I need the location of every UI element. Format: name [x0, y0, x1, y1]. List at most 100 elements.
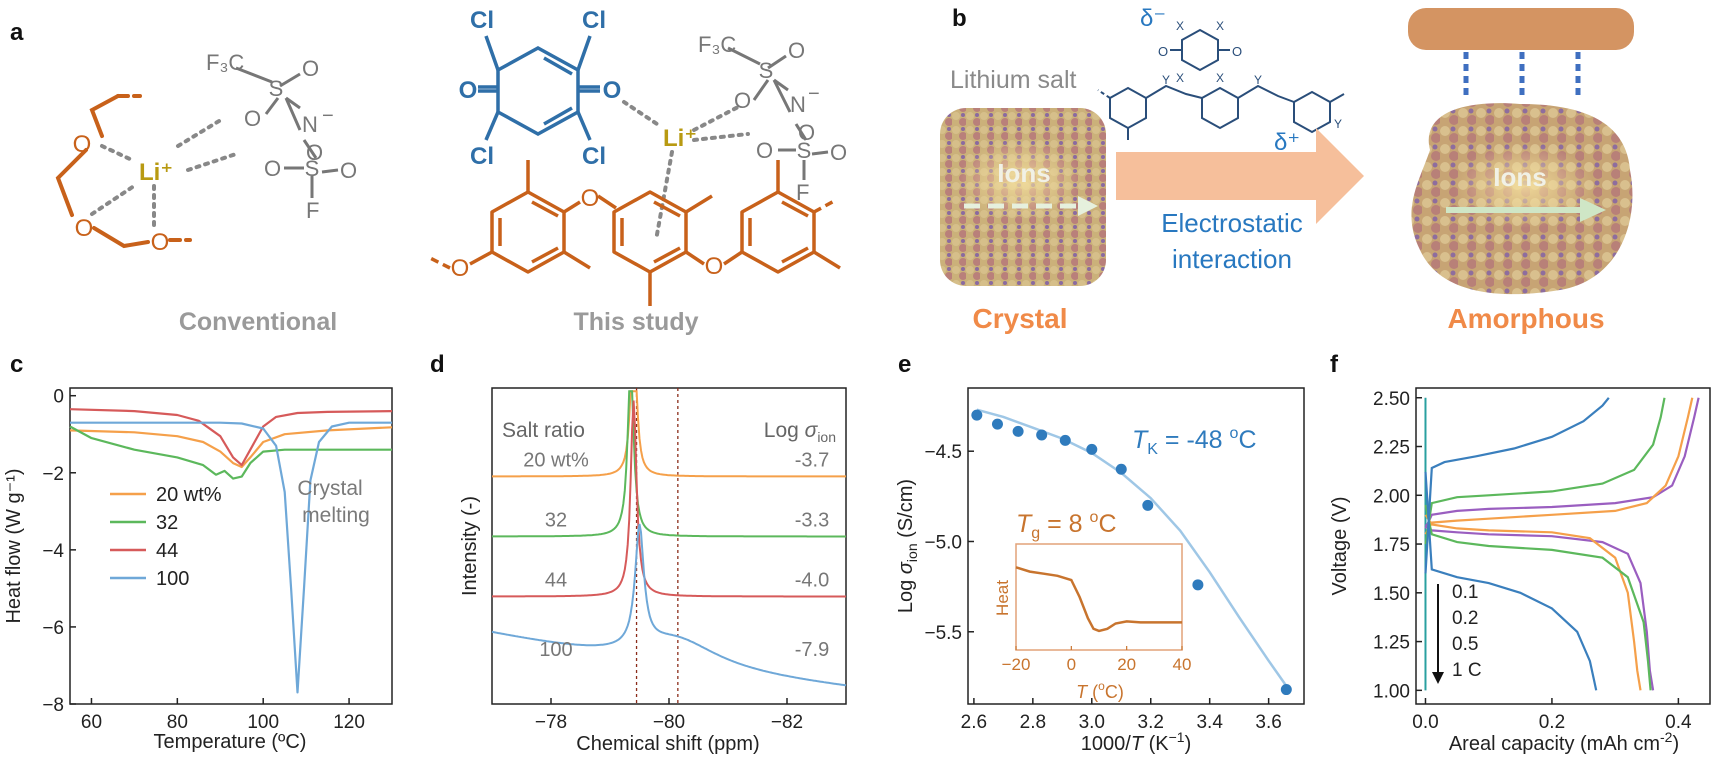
delta-minus: δ⁻ [1140, 5, 1166, 32]
heat-flow-xtick-label: 100 [247, 712, 279, 733]
nmr-series-3 [491, 523, 847, 687]
heat-flow-annotation-line2: melting [302, 504, 370, 527]
heat-flow-ytick-label: −4 [42, 541, 64, 562]
nmr-series-1 [492, 390, 846, 538]
panel-label-f: f [1330, 351, 1339, 378]
conductivity-point [1036, 429, 1048, 441]
conductivity-xtick-label: 3.2 [1138, 712, 1164, 733]
polymer-band [1408, 8, 1634, 50]
heat-flow-ytick-label: 0 [53, 387, 64, 408]
study-atom-o4: O [734, 88, 751, 113]
panel-label-d: d [430, 351, 445, 378]
study-atom-o7: O [830, 140, 847, 165]
conductivity-ytick-label: −5.0 [924, 532, 962, 553]
heat-flow-legend-label: 100 [156, 568, 189, 590]
panel-b-schematic: Lithium salt Ions Crystal X X X X O O Y … [940, 5, 1634, 334]
conductivity-xlabel: 1000/T (K−1) [1081, 729, 1191, 755]
conductivity-fit-line [976, 408, 1288, 687]
conductivity-point [971, 409, 983, 421]
conductivity-point [1059, 434, 1071, 446]
study-atom-s2: S [797, 138, 812, 163]
crystal-caption: Crystal [973, 303, 1068, 334]
quinone-sub-o1: O [1158, 44, 1168, 59]
nmr-log-sigma-value: -3.7 [795, 449, 829, 471]
nmr-xtick-label: −82 [771, 712, 803, 733]
caption-conventional: Conventional [179, 308, 337, 336]
conv-atom-f3c: F₃C [206, 50, 244, 75]
study-atom-cl4: Cl [582, 143, 606, 170]
inset-xtick-label: 40 [1173, 655, 1192, 674]
voltage-discharge-curve-2 [1424, 504, 1652, 691]
inset-ylabel: Heat [993, 580, 1012, 616]
heat-flow-ytick-label: −6 [42, 618, 64, 639]
quinone-sub-o2: O [1232, 44, 1242, 59]
conductivity-xtick-label: 3.6 [1255, 712, 1281, 733]
nmr-xlabel: Chemical shift (ppm) [576, 733, 759, 755]
quinone-sub-x1: X [1176, 19, 1184, 33]
study-atom-minus: − [808, 83, 820, 105]
heat-flow-annotation-line1: Crystal [297, 477, 362, 500]
delta-plus: δ⁺ [1274, 129, 1300, 156]
polymer-sub-y3: Y [1334, 117, 1342, 131]
quinone-sub-x2: X [1216, 19, 1224, 33]
arrow-label-line2: interaction [1172, 244, 1292, 274]
amorphous-caption: Amorphous [1447, 303, 1604, 334]
voltage-ytick-label: 2.25 [1373, 438, 1410, 459]
conv-atom-o3: O [151, 229, 170, 256]
nmr-series-label: 32 [545, 510, 567, 532]
heat-flow-series-0 [69, 426, 393, 469]
polymer-sub-y1: Y [1162, 73, 1170, 87]
c-rate-label: 0.1 [1452, 582, 1478, 603]
heat-flow-series-2 [69, 408, 393, 467]
voltage-plot-frame [1415, 387, 1711, 705]
amorphous-ions-label: Ions [1493, 162, 1546, 192]
conductivity-xtick-label: 2.8 [1020, 712, 1046, 733]
conv-atom-o7: O [306, 140, 323, 165]
inset-xtick-label: −20 [1002, 655, 1031, 674]
voltage-discharge-curve-3 [1424, 471, 1598, 691]
inset-xtick-label: 0 [1067, 655, 1076, 674]
voltage-discharge-curve-1 [1424, 514, 1642, 691]
conv-atom-s1: S [269, 76, 284, 101]
panel-label-c: c [10, 351, 23, 378]
conv-atom-minus: − [322, 105, 334, 127]
voltage-ytick-label: 1.00 [1373, 681, 1410, 702]
voltage-charge-curve-0 [1424, 397, 1700, 529]
voltage-xtick-label: 0.2 [1539, 712, 1565, 733]
voltage-ytick-label: 1.50 [1373, 584, 1410, 605]
study-atom-cl1: Cl [470, 7, 494, 34]
study-atom-s1: S [759, 58, 774, 83]
conductivity-point [1086, 443, 1098, 455]
conductivity-point [1280, 684, 1292, 696]
conductivity-ytick-label: −5.5 [924, 623, 962, 644]
nmr-series-label: 44 [545, 570, 567, 592]
c-rate-label: 1 C [1452, 660, 1482, 681]
conductivity-chart: 2.6 2.8 3.0 3.2 3.4 3.6 −4.5 −5.0 −5.5 TK = -48 … [895, 387, 1305, 755]
voltage-charge-curve-2 [1424, 397, 1666, 545]
voltage-charge-curve-1 [1424, 397, 1694, 535]
conv-li-ion: Li⁺ [139, 159, 173, 186]
voltage-ytick-label: 2.00 [1373, 486, 1410, 507]
tg-label: Tg = 8 oC [1016, 509, 1117, 542]
heat-flow-xlabel: Temperature (ºC) [154, 731, 307, 753]
nmr-xtick-label: −78 [535, 712, 567, 733]
voltage-ytick-label: 1.25 [1373, 633, 1410, 654]
lithium-salt-label: Lithium salt [950, 66, 1076, 94]
study-atom-f: F [796, 180, 809, 205]
quinone-sub-x4: X [1216, 71, 1224, 85]
study-atom-o6: O [798, 120, 815, 145]
voltage-discharge-curve-0 [1424, 523, 1655, 691]
conv-atom-o6: O [264, 156, 281, 181]
inset-dsc-curve [1015, 566, 1182, 633]
nmr-header-right: Log σion [764, 419, 836, 445]
panel-label-b: b [952, 5, 967, 32]
inset-xtick-label: 20 [1117, 655, 1136, 674]
nmr-log-sigma-value: -4.0 [795, 570, 829, 592]
heat-flow-xtick-label: 60 [81, 712, 102, 733]
conductivity-xtick-label: 3.4 [1196, 712, 1223, 733]
inset-xlabel: T (oC) [1076, 679, 1124, 702]
study-atom-o1: O [459, 77, 478, 104]
heat-flow-series-3 [70, 421, 392, 694]
